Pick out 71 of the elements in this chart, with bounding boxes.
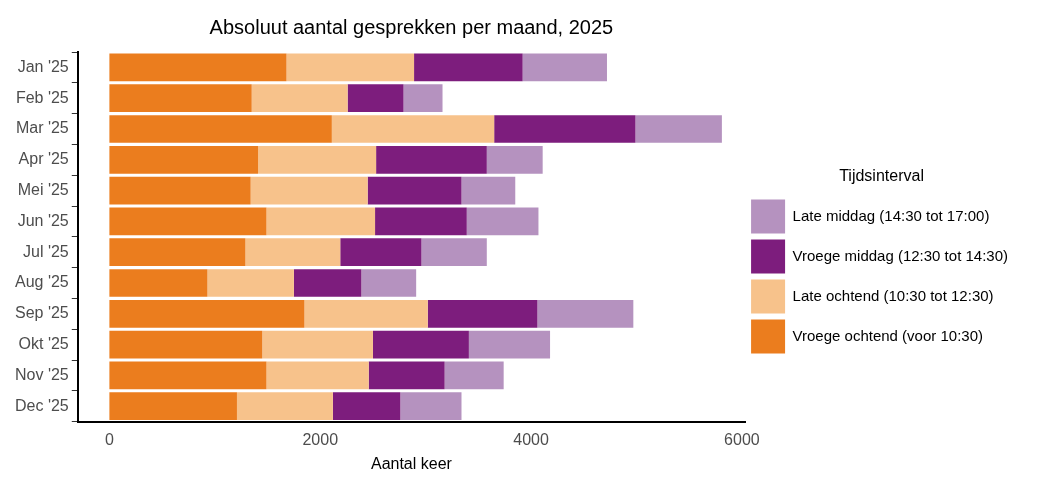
- legend-title: Tijdsinterval: [839, 166, 924, 184]
- bar: [468, 330, 551, 359]
- y-tick-label: Sep '25: [15, 304, 69, 322]
- x-axis-title: Aantal keer: [370, 454, 453, 472]
- bar: [367, 176, 462, 205]
- legend-label: Vroege middag (12:30 tot 14:30): [792, 246, 1008, 264]
- bar: [258, 145, 377, 174]
- x-tick-label: 0: [104, 430, 114, 448]
- bar: [245, 238, 341, 267]
- bar: [266, 361, 369, 390]
- bar: [444, 361, 504, 390]
- y-tick-label: Jan '25: [17, 57, 69, 75]
- bar: [347, 84, 404, 113]
- bar: [251, 84, 348, 113]
- legend-label: Late middag (14:30 tot 17:00): [792, 206, 990, 224]
- bar: [262, 330, 373, 359]
- bar: [236, 392, 333, 421]
- legend-label: Vroege ochtend (voor 10:30): [792, 326, 983, 344]
- y-tick-label: Aug '25: [15, 273, 69, 291]
- bar: [207, 269, 294, 297]
- bar: [109, 176, 251, 205]
- bar: [635, 115, 722, 143]
- bar: [427, 299, 538, 328]
- bar: [375, 207, 467, 236]
- bar: [332, 392, 401, 421]
- bar: [304, 299, 428, 328]
- bar: [403, 84, 443, 113]
- bar: [421, 238, 487, 267]
- bar: [109, 115, 332, 143]
- bar: [109, 330, 263, 359]
- legend-label: Late ochtend (10:30 tot 12:30): [792, 286, 994, 304]
- y-tick-label: Jul '25: [23, 242, 69, 260]
- bar: [293, 269, 362, 297]
- bar: [286, 53, 415, 82]
- bar: [109, 84, 252, 113]
- bar: [266, 207, 376, 236]
- x-tick-label: 4000: [513, 430, 549, 448]
- y-tick-label: Dec '25: [15, 396, 69, 414]
- y-tick-label: Okt '25: [18, 335, 69, 353]
- bar: [537, 299, 634, 328]
- bar: [109, 145, 259, 174]
- bar: [109, 361, 267, 390]
- y-tick-label: Nov '25: [15, 365, 69, 383]
- bar: [250, 176, 368, 205]
- bar: [361, 269, 417, 297]
- bar: [109, 207, 267, 236]
- y-tick-label: Mei '25: [17, 181, 69, 199]
- bar: [400, 392, 462, 421]
- x-tick-label: 6000: [724, 430, 760, 448]
- x-tick-label: 2000: [302, 430, 339, 448]
- bar: [486, 145, 543, 174]
- bar: [109, 392, 237, 421]
- bar: [331, 115, 495, 143]
- bar: [414, 53, 523, 82]
- bar: [461, 176, 516, 205]
- bar: [368, 361, 445, 390]
- y-tick-label: Mar '25: [15, 119, 69, 137]
- y-tick-label: Apr '25: [18, 150, 69, 168]
- bar: [372, 330, 469, 359]
- bar: [376, 145, 487, 174]
- y-tick-label: Jun '25: [17, 211, 69, 229]
- bar: [109, 238, 246, 267]
- bar: [494, 115, 636, 143]
- chart-title: Absoluut aantal gesprekken per maand, 2025: [209, 15, 614, 38]
- bar: [109, 269, 208, 297]
- bar: [466, 207, 539, 236]
- bar: [340, 238, 422, 267]
- y-tick-label: Feb '25: [15, 88, 69, 106]
- bar: [109, 53, 287, 82]
- bar: [522, 53, 607, 82]
- bar: [109, 299, 305, 328]
